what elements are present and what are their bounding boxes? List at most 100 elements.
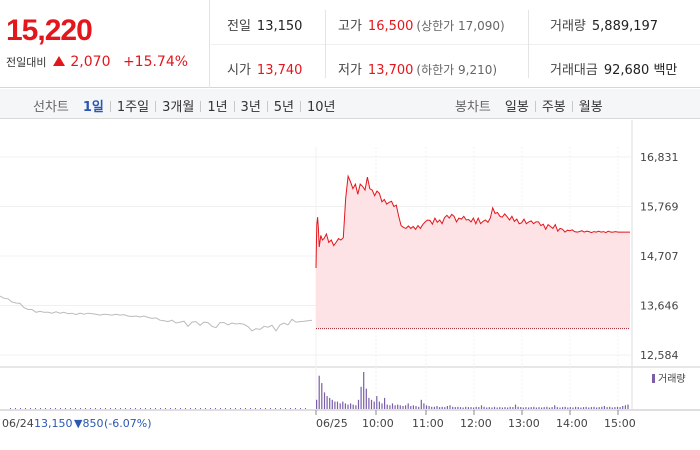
quote-header: 15,220 전일대비 2,070 +15.74% 전일 13,150 고가 16,…: [0, 0, 700, 88]
volume-bar: [486, 407, 488, 409]
stat-value: 5,889,197: [591, 19, 659, 34]
volume-bar: [321, 383, 323, 409]
volume-bar: [357, 399, 360, 410]
candle-tab-0[interactable]: 일봉: [504, 100, 529, 115]
volume-bar: [572, 407, 574, 409]
volume-bar: [525, 407, 527, 409]
volume-bar: [350, 403, 352, 409]
change-amount: 2,070: [70, 54, 111, 70]
line-period-list: 1일 1주일 3개월 1년 3년 5년 10년: [83, 100, 336, 115]
volume-bar: [342, 401, 344, 409]
prev-volume-bar: [160, 408, 161, 409]
volume-bar: [575, 406, 577, 409]
prev-volume-bar: [210, 408, 211, 409]
prev-day-line: [0, 295, 313, 332]
volume-bar: [316, 399, 318, 410]
stat-sub: (상한가 17,090): [416, 19, 505, 33]
volume-bar: [370, 399, 373, 410]
candle-tab-1[interactable]: 주봉: [541, 100, 566, 115]
volume-bar: [457, 406, 459, 409]
volume-bar: [454, 407, 456, 409]
volume-bar: [496, 407, 498, 409]
volume-bar: [606, 407, 608, 409]
volume-bar: [501, 407, 503, 409]
prev-volume-bar: [15, 408, 16, 409]
period-tab-4[interactable]: 3년: [240, 100, 261, 115]
toolbar-separator: [571, 101, 573, 112]
prev-volume-bar: [270, 408, 271, 409]
prev-volume-bar: [305, 408, 306, 409]
prev-volume-bar: [300, 408, 301, 409]
volume-bar: [334, 401, 336, 409]
volume-bar: [491, 407, 493, 409]
candle-chart-label: 봉차트: [455, 100, 491, 115]
prev-volume-bar: [240, 408, 241, 409]
period-tab-2[interactable]: 3개월: [162, 100, 195, 115]
volume-bar: [567, 407, 569, 409]
period-tab-3[interactable]: 1년: [207, 100, 228, 115]
chart-toolbar: 선차트 1일 1주일 3개월 1년 3년 5년 10년 봉차트 일봉 주봉 월봉: [0, 89, 700, 119]
stat-label: 저가: [338, 63, 362, 78]
volume-bar: [488, 407, 490, 409]
period-tab-6[interactable]: 10년: [307, 100, 336, 115]
prev-volume-bar: [105, 408, 106, 409]
volume-bar: [436, 406, 438, 409]
volume-bar: [601, 406, 603, 409]
prev-volume-bar: [285, 408, 286, 409]
toolbar-separator: [266, 101, 268, 112]
period-tab-0[interactable]: 1일: [82, 100, 104, 115]
x-tick-label: 14:00: [556, 417, 588, 430]
prev-volume-bar: [135, 408, 136, 409]
volume-bar: [569, 407, 571, 409]
volume-bar: [564, 406, 566, 409]
period-tab-1[interactable]: 1주일: [116, 100, 150, 115]
prev-volume-bar: [200, 408, 201, 409]
volume-bar: [562, 407, 564, 409]
today-area-fill: [316, 176, 630, 329]
prev-volume-bar: [10, 408, 11, 409]
volume-bar: [588, 407, 590, 409]
prev-volume-bar: [95, 408, 96, 409]
volume-bar: [551, 407, 553, 409]
volume-bar: [352, 404, 354, 409]
volume-bar: [360, 386, 362, 409]
prev-volume-bar: [45, 408, 46, 409]
volume-bar: [418, 406, 420, 409]
stat-volume: 거래량 5,889,197: [550, 15, 658, 34]
volume-bar: [459, 407, 462, 409]
prev-day-close: 13,150: [34, 417, 73, 430]
prev-volume-bar: [20, 408, 21, 409]
x-tick-label: 12:00: [460, 417, 492, 430]
volume-bar: [509, 406, 511, 409]
volume-bar: [344, 403, 346, 409]
change-label: 전일대비: [6, 56, 47, 69]
prev-volume-bar: [30, 408, 31, 409]
volume-bar: [470, 407, 472, 409]
prev-day-date: 06/24: [2, 417, 34, 430]
y-tick-label: 15,769: [640, 201, 679, 214]
volume-bar: [326, 396, 328, 409]
price-box: 15,220 전일대비 2,070 +15.74%: [0, 0, 210, 88]
y-tick-label: 14,707: [640, 250, 679, 263]
x-tick-label: 13:00: [508, 417, 540, 430]
period-tab-5[interactable]: 5년: [273, 100, 295, 115]
prev-volume-bar: [65, 408, 66, 409]
prev-volume-bar: [25, 408, 26, 409]
prev-volume-bar: [140, 408, 141, 409]
stat-value: 16,500: [367, 19, 414, 34]
toolbar-separator: [233, 101, 235, 112]
volume-bar: [624, 405, 626, 409]
toolbar-separator: [155, 101, 157, 112]
candle-tab-2[interactable]: 월봉: [578, 100, 603, 115]
volume-bar: [467, 407, 469, 409]
prev-volume-bar: [195, 408, 196, 409]
volume-bar: [473, 407, 475, 409]
volume-bar: [504, 407, 506, 409]
prev-volume-bar: [230, 408, 231, 409]
x-tick-label: 06/25: [316, 417, 348, 430]
up-triangle-icon: [52, 56, 65, 66]
volume-bar: [318, 375, 320, 409]
volume-bar: [538, 407, 540, 409]
volume-bar: [373, 401, 375, 409]
